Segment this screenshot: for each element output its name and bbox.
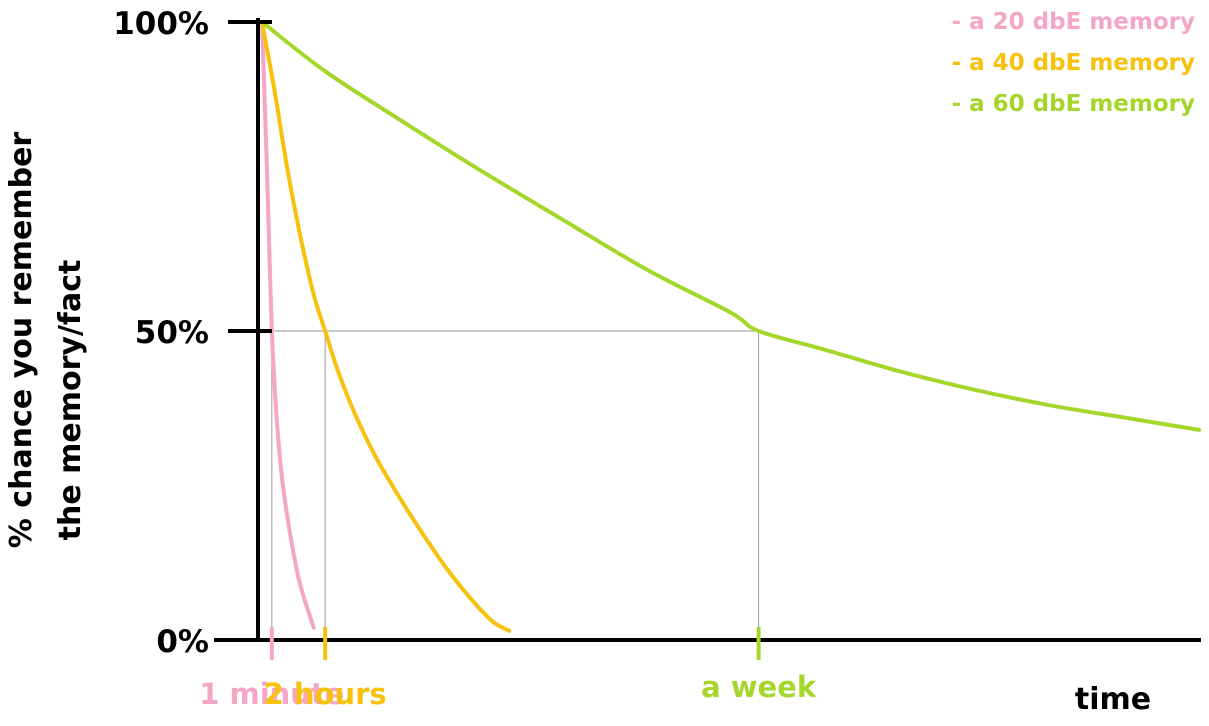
y-tick-label-2: 50% [135,315,209,351]
legend-entry-2: - a 40 dbE memory [952,50,1195,76]
series-line-2 [260,20,512,633]
legend-entry-3: - a 60 dbE memory [952,91,1195,117]
series-line-3 [260,20,1201,432]
x-marker-label-2: 2 hours [264,677,387,711]
series-curves [260,20,1201,633]
y-axis-label-line-1: % chance you remember [4,132,39,549]
x-marker-label-1: 1 minute [199,677,344,711]
y-tick-label-1: 100% [113,6,209,42]
y-tick-label-3: 0% [156,624,209,660]
x-axis-label: time [1075,682,1151,717]
series-line-1 [260,20,316,630]
x-marker-label-3: a week [701,670,817,704]
legend-entry-1: - a 20 dbE memory [952,9,1195,35]
legend: - a 20 dbE memory - a 40 dbE memory - a 60… [952,9,1195,117]
y-axis-label: % chance you remember the memory/fact [4,132,88,549]
y-axis-label-line-2: the memory/fact [53,260,88,541]
half-life-guides [262,330,760,640]
